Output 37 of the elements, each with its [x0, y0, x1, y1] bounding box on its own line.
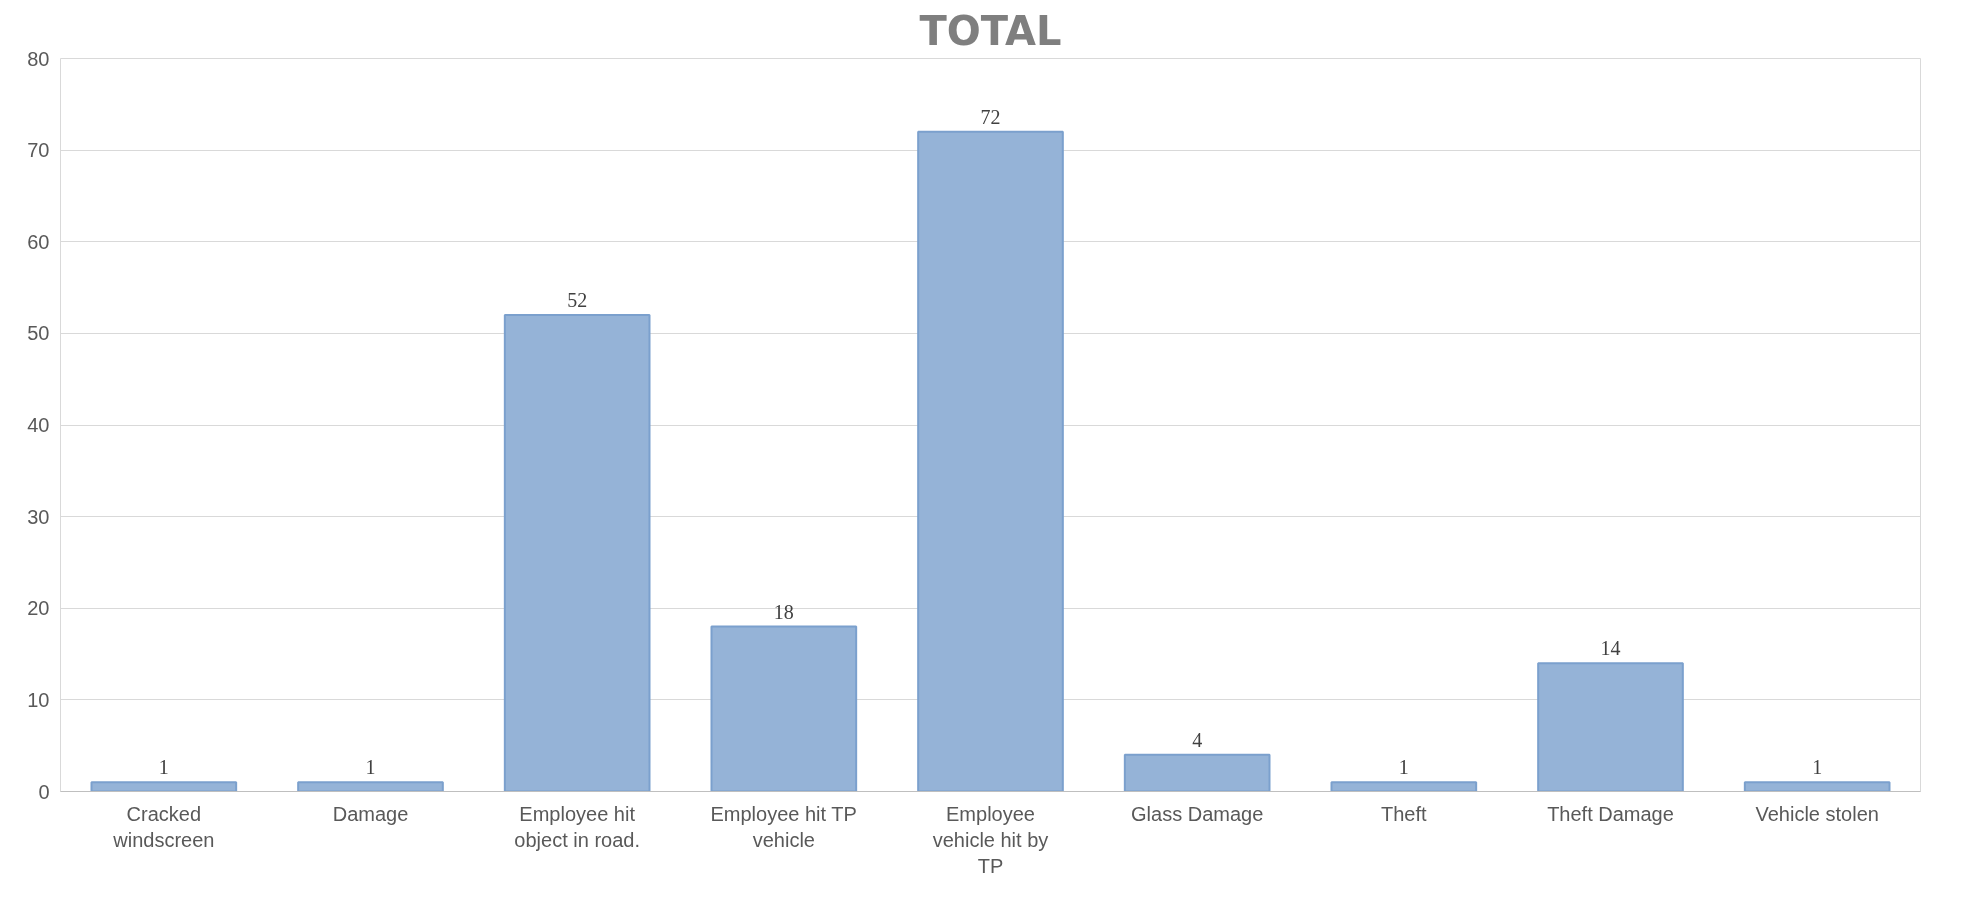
x-tick-label: Employee hit object in road.: [514, 802, 640, 851]
data-label: 18: [773, 600, 794, 623]
bar: [297, 781, 444, 792]
y-tick-label: 70: [27, 139, 50, 162]
data-label: 14: [1600, 637, 1621, 660]
y-tick-label: 50: [27, 322, 50, 345]
bar: [710, 625, 858, 792]
data-label: 1: [1398, 756, 1409, 779]
bar: [1123, 753, 1271, 792]
data-label: 1: [158, 756, 169, 779]
bar: [1537, 662, 1684, 792]
x-tick-label: Cracked windscreen: [112, 802, 215, 851]
x-tick-label: Vehicle stolen: [1755, 802, 1879, 825]
data-label: 72: [980, 105, 1001, 128]
data-label: 1: [1812, 756, 1823, 779]
data-label: 4: [1192, 728, 1203, 751]
bar: [90, 781, 238, 792]
chart-title: TOTAL: [919, 7, 1062, 54]
x-tick-label: Theft Damage: [1547, 802, 1674, 825]
y-tick-label: 20: [27, 597, 50, 620]
y-tick-label: 0: [38, 780, 50, 803]
data-label: 1: [365, 756, 376, 779]
bar: [1743, 781, 1891, 792]
bar: [917, 130, 1064, 792]
y-tick-label: 80: [27, 47, 50, 70]
y-tick-label: 40: [27, 414, 50, 436]
x-tick-label: Employee vehicle hit by TP: [932, 802, 1049, 878]
y-tick-label: 60: [27, 230, 50, 253]
bar: [1330, 781, 1478, 792]
x-tick-label: Theft: [1381, 802, 1428, 825]
x-tick-label: Glass Damage: [1131, 802, 1264, 825]
y-tick-label: 30: [27, 505, 50, 528]
x-tick-label: Employee hit TP vehicle: [710, 802, 857, 851]
y-tick-label: 10: [27, 688, 50, 711]
bar: [503, 314, 651, 792]
x-tick-label: Damage: [332, 802, 409, 825]
data-label: 52: [567, 289, 588, 312]
